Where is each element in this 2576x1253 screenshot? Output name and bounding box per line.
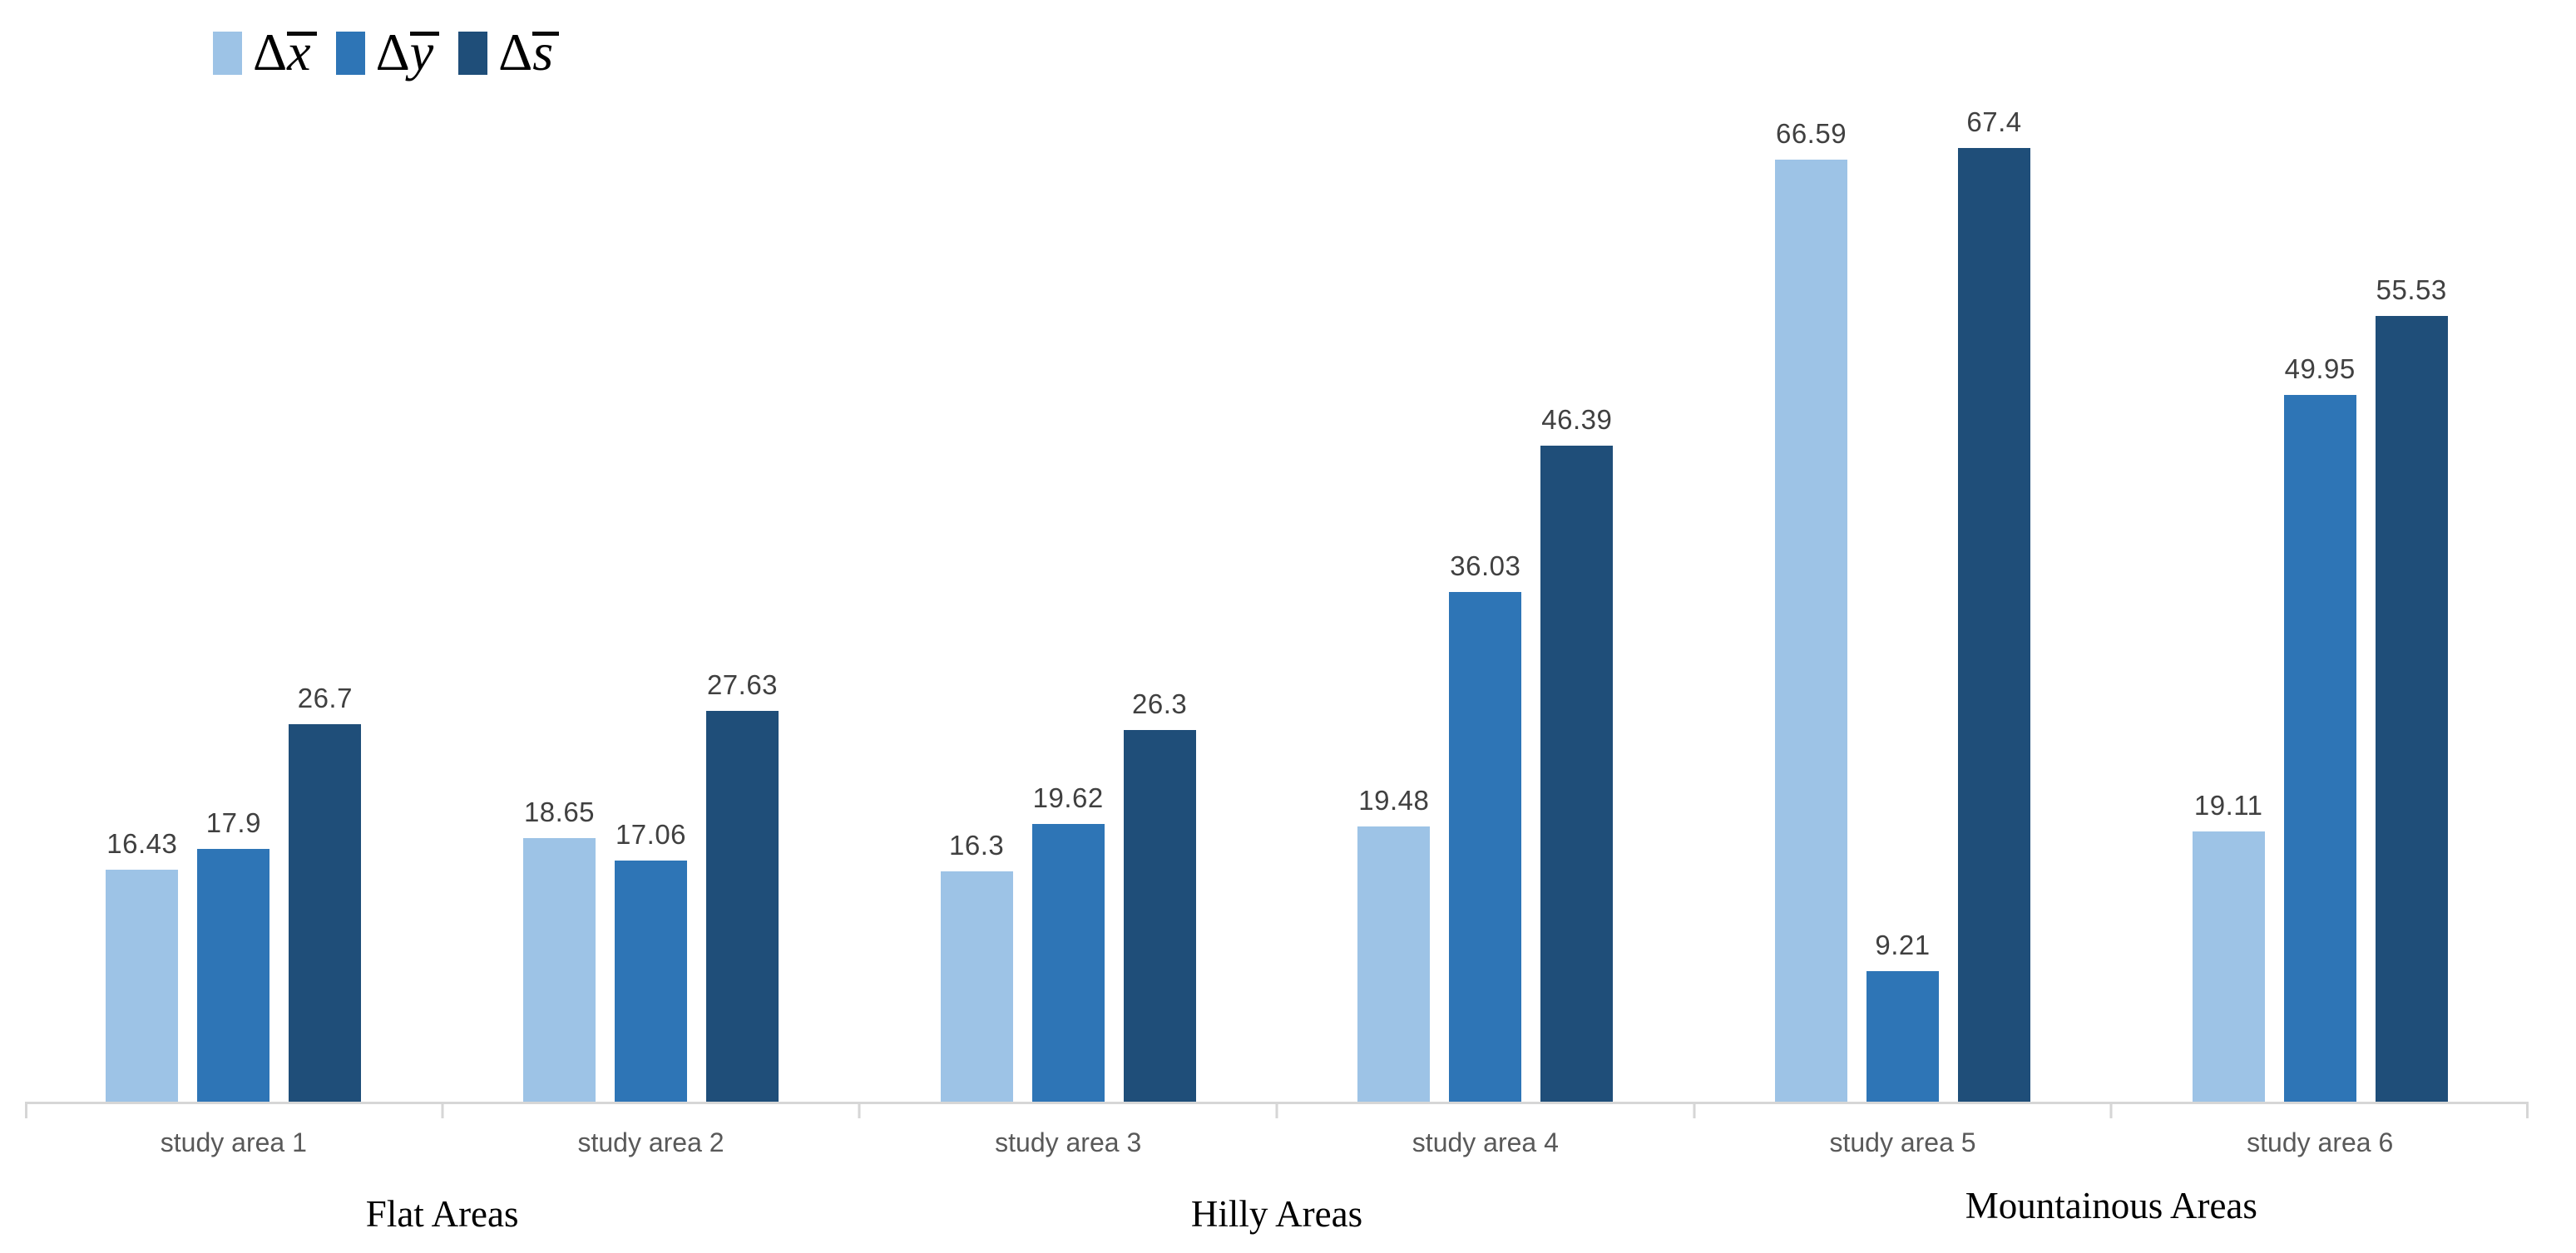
terrain-group-label-1: Flat Areas [365, 1193, 519, 1235]
bar-value-label: 17.06 [615, 818, 687, 850]
bar-value-label: 19.48 [1358, 784, 1430, 816]
bar-value-label: 55.53 [2376, 274, 2447, 306]
bar-slot: 36.03 [1449, 75, 1522, 1102]
axis-tick [25, 1102, 27, 1118]
bar-value-label: 9.21 [1875, 930, 1931, 961]
terrain-group-label-row: Flat Areas Hilly Areas Mountainous Areas [25, 1185, 2529, 1236]
bar-series3-group5 [1958, 148, 2031, 1102]
axis-tick [2526, 1102, 2529, 1118]
bar-series2-group4 [1449, 592, 1522, 1102]
bar-value-label: 46.39 [1541, 403, 1613, 435]
bar-value-label: 19.11 [2193, 789, 2263, 821]
legend-item-delta-y: Δy [335, 22, 440, 83]
axis-tick [858, 1102, 861, 1118]
bar-slot: 26.3 [1123, 75, 1196, 1102]
legend-item-delta-x: Δx [213, 22, 318, 83]
category-label-3: study area 3 [995, 1127, 1142, 1157]
bar-series3-group1 [289, 723, 362, 1102]
legend-swatch-delta-x [213, 32, 242, 75]
bar-series1-group5 [1775, 160, 1848, 1102]
bar-value-label: 26.3 [1132, 688, 1188, 719]
bar-value-label: 16.43 [106, 827, 178, 859]
bar-series2-group2 [615, 860, 687, 1102]
bar-value-label: 49.95 [2284, 353, 2356, 385]
bar-slot: 9.21 [1866, 75, 1940, 1102]
legend: Δx Δy Δs [213, 22, 560, 83]
category-label-5: study area 5 [1829, 1127, 1976, 1157]
bar-group-1: 16.43 17.9 26.7 [25, 75, 443, 1102]
bar-slot: 16.43 [106, 75, 179, 1102]
bar-value-label: 27.63 [706, 669, 779, 700]
bar-slot: 16.3 [940, 75, 1013, 1102]
legend-label-delta-y: Δy [375, 22, 440, 81]
x-axis-ticks [25, 1102, 2529, 1118]
bar-slot: 26.7 [289, 75, 362, 1102]
category-label-6: study area 6 [2247, 1127, 2394, 1157]
bar-value-label: 18.65 [523, 796, 596, 827]
bar-value-label: 17.9 [205, 807, 261, 838]
bar-slot: 17.06 [615, 75, 687, 1102]
bar-value-label: 36.03 [1450, 550, 1521, 582]
bar-value-label: 26.7 [297, 682, 353, 713]
bar-group-6: 19.11 49.95 55.53 [2111, 75, 2529, 1102]
bar-series1-group3 [940, 871, 1013, 1102]
bar-slot: 17.9 [197, 75, 270, 1102]
bar-series1-group1 [106, 869, 179, 1102]
bar-slot: 19.11 [2192, 75, 2265, 1102]
bar-series3-group2 [706, 711, 779, 1102]
terrain-group-label-2: Hilly Areas [1190, 1193, 1363, 1235]
axis-tick [1693, 1102, 1696, 1118]
bar-slot: 66.59 [1775, 75, 1848, 1102]
terrain-group-label-3: Mountainous Areas [1965, 1185, 2257, 1226]
bar-slot: 19.62 [1031, 75, 1105, 1102]
bar-slot: 67.4 [1958, 75, 2031, 1102]
bar-series2-group5 [1866, 971, 1940, 1102]
bar-slot: 49.95 [2283, 75, 2356, 1102]
bar-slot: 19.48 [1357, 75, 1431, 1102]
bar-series1-group2 [523, 837, 596, 1102]
bar-group-2: 18.65 17.06 27.63 [443, 75, 860, 1102]
bar-series2-group1 [197, 848, 270, 1102]
legend-swatch-delta-y [335, 32, 365, 75]
category-label-row: study area 1 study area 2 study area 3 stud… [25, 1127, 2529, 1158]
bar-group-4: 19.48 36.03 46.39 [1277, 75, 1694, 1102]
plot-area: 16.43 17.9 26.7 18.65 17.06 27.63 16.3 19.62 26.… [25, 75, 2529, 1102]
category-label-2: study area 2 [577, 1127, 724, 1157]
bar-series2-group6 [2283, 395, 2356, 1102]
bar-series3-group4 [1540, 445, 1614, 1102]
legend-label-delta-x: Δx [253, 22, 318, 81]
bar-group-5: 66.59 9.21 67.4 [1694, 75, 2112, 1102]
legend-item-delta-s: Δs [458, 22, 560, 83]
bar-slot: 55.53 [2375, 75, 2448, 1102]
axis-tick [441, 1102, 444, 1118]
bar-slot: 18.65 [523, 75, 596, 1102]
legend-swatch-delta-s [458, 32, 488, 75]
legend-label-delta-s: Δs [498, 22, 560, 81]
axis-tick [2109, 1102, 2113, 1118]
category-label-4: study area 4 [1412, 1127, 1559, 1157]
bar-slot: 46.39 [1540, 75, 1614, 1102]
bar-value-label: 67.4 [1966, 106, 2022, 138]
bar-value-label: 16.3 [949, 829, 1005, 861]
bar-series3-group6 [2375, 316, 2448, 1102]
category-label-1: study area 1 [160, 1127, 307, 1157]
axis-tick [1275, 1102, 1278, 1118]
bar-series2-group3 [1031, 824, 1105, 1102]
bar-series1-group6 [2192, 831, 2265, 1102]
bar-series3-group3 [1123, 729, 1196, 1102]
bar-slot: 27.63 [706, 75, 779, 1102]
bar-series1-group4 [1357, 826, 1431, 1102]
bar-value-label: 66.59 [1775, 118, 1847, 150]
bar-group-3: 16.3 19.62 26.3 [859, 75, 1277, 1102]
bar-value-label: 19.62 [1032, 782, 1104, 814]
